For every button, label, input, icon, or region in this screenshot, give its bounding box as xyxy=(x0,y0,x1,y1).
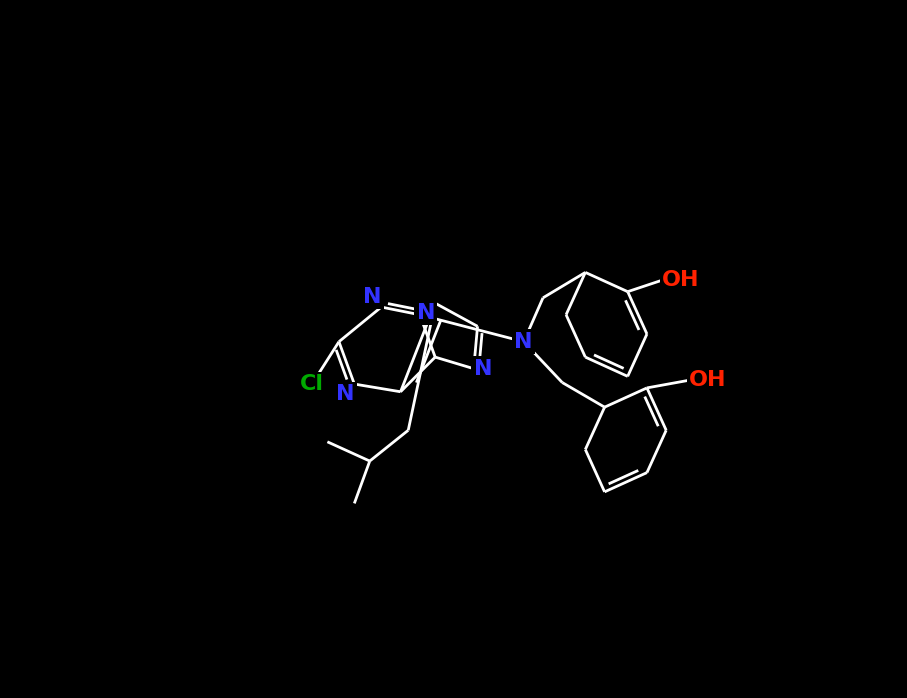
Text: N: N xyxy=(363,287,381,307)
Text: OH: OH xyxy=(662,270,700,290)
Text: Cl: Cl xyxy=(300,374,324,394)
Text: N: N xyxy=(473,359,493,378)
Text: N: N xyxy=(416,303,435,323)
Text: N: N xyxy=(514,332,533,352)
Text: N: N xyxy=(336,384,355,404)
Text: OH: OH xyxy=(689,370,727,390)
